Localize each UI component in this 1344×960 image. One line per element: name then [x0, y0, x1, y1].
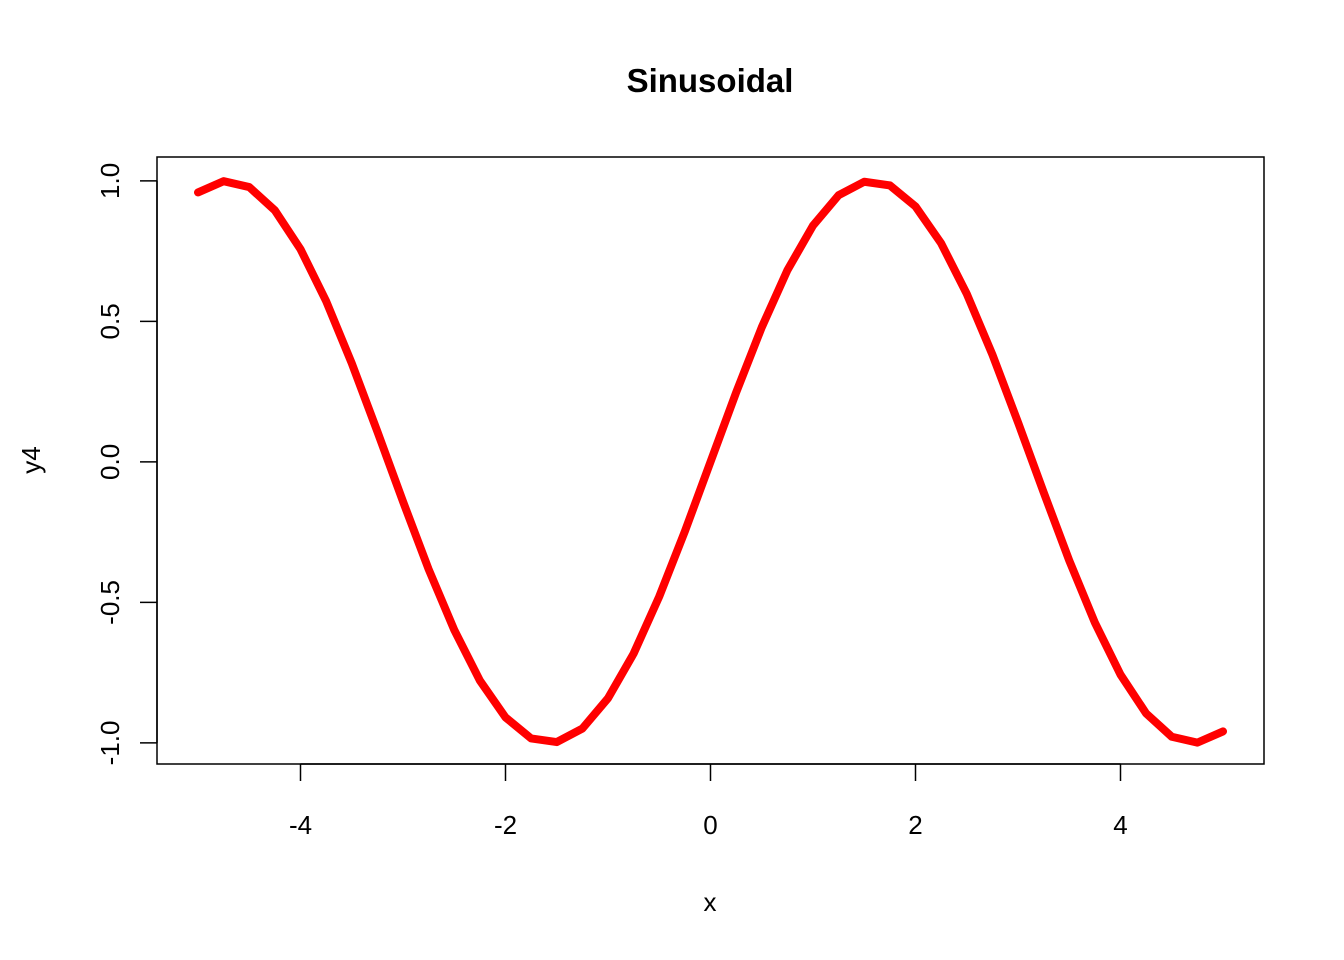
chart-title: Sinusoidal [627, 62, 794, 99]
y-tick-label: 0.0 [95, 444, 125, 480]
x-tick-label: 0 [703, 810, 717, 840]
y-axis: -1.0 -0.5 0.0 0.5 1.0 [95, 163, 158, 766]
x-axis: -4 -2 0 2 4 [289, 763, 1128, 840]
y-tick-label: -0.5 [95, 580, 125, 625]
x-axis-label: x [704, 887, 717, 917]
x-tick-label: -4 [289, 810, 312, 840]
y-tick-label: -1.0 [95, 721, 125, 766]
y-tick-label: 0.5 [95, 303, 125, 339]
series-line [194, 177, 1227, 747]
series-layer [194, 177, 1227, 747]
y-axis-label: y4 [16, 446, 46, 473]
y-tick-label: 1.0 [95, 163, 125, 199]
x-tick-label: 2 [908, 810, 922, 840]
x-tick-label: -2 [494, 810, 517, 840]
x-tick-label: 4 [1113, 810, 1127, 840]
